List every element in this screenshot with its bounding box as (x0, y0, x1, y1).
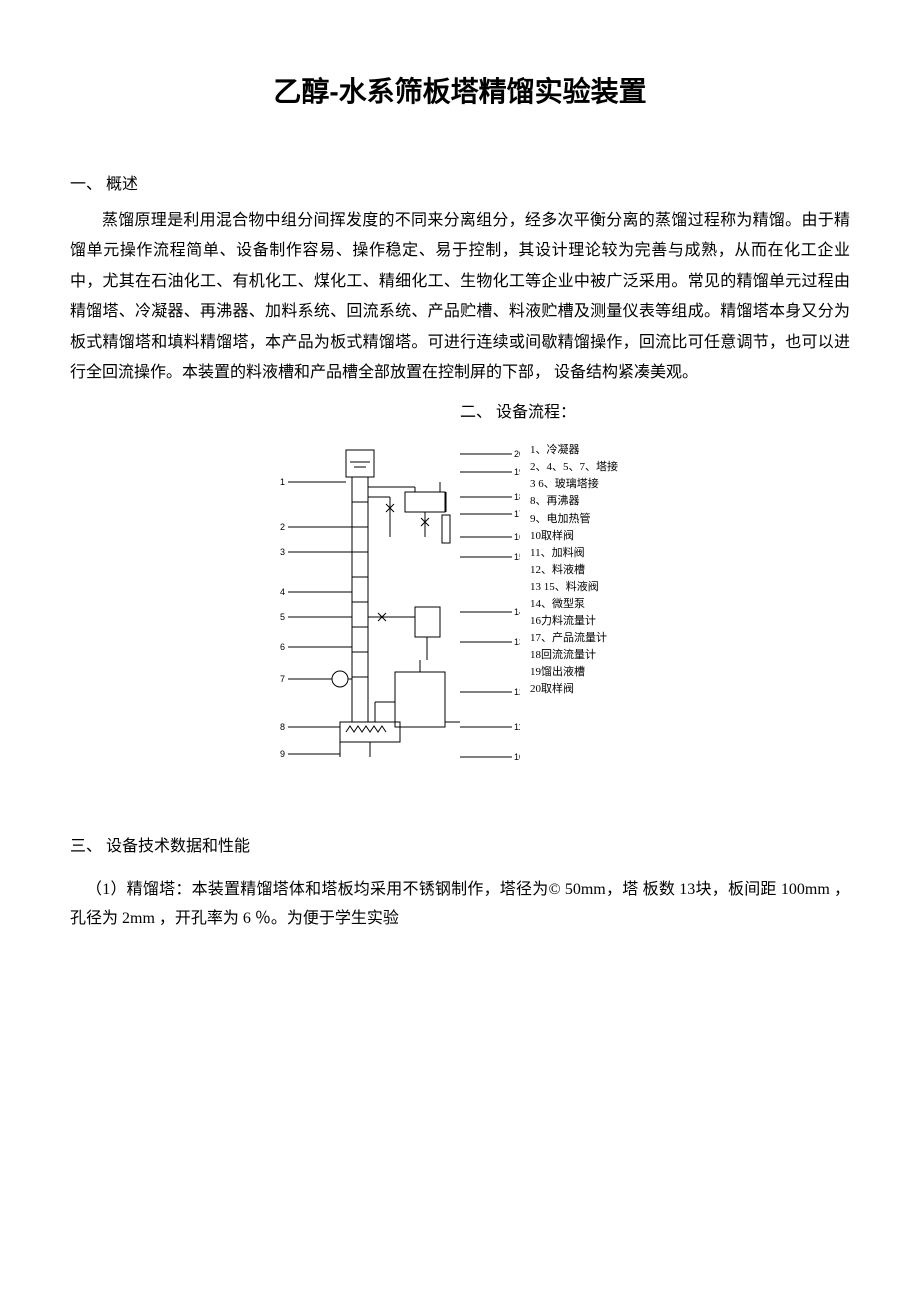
diagram-label-8: 8 (280, 722, 285, 732)
section3-header: 三、 设备技术数据和性能 (70, 832, 850, 856)
legend-item: 1、冷凝器 (530, 442, 618, 459)
legend-item: 12、料液槽 (530, 562, 618, 579)
legend-item: 19馏出液槽 (530, 664, 618, 681)
section1-header: 一、 概述 (70, 170, 850, 194)
diagram-label-5: 5 (280, 612, 285, 622)
diagram-legend: 1、冷凝器 2、4、5、7、塔接 3 6、玻璃塔接 8、再沸器 9、电加热管 1… (530, 442, 618, 698)
diagram-label-11: 11 (514, 722, 520, 732)
legend-item: 8、再沸器 (530, 493, 618, 510)
legend-item: 9、电加热管 (530, 511, 618, 528)
section3-body: （1）精馏塔：本装置精馏塔体和塔板均采用不锈钢制作，塔径为© 50mm，塔 板数… (70, 876, 850, 934)
diagram-label-9: 9 (280, 749, 285, 759)
diagram-label-19: 19 (514, 467, 520, 477)
legend-item: 16力料流量计 (530, 613, 618, 630)
equipment-diagram: 1 2 3 4 5 6 7 8 9 20 19 18 17 16 15 14 1… (70, 442, 850, 772)
legend-item: 18回流流量计 (530, 647, 618, 664)
document-title: 乙醇-水系筛板塔精馏实验装置 (70, 70, 850, 110)
diagram-label-12: 12 (514, 687, 520, 697)
legend-item: 20取样阀 (530, 681, 618, 698)
diagram-label-2: 2 (280, 522, 285, 532)
diagram-label-17: 17 (514, 509, 520, 519)
diagram-label-18: 18 (514, 492, 520, 502)
diagram-label-6: 6 (280, 642, 285, 652)
diagram-label-4: 4 (280, 587, 285, 597)
legend-item: 3 6、玻璃塔接 (530, 476, 618, 493)
diagram-label-20: 20 (514, 449, 520, 459)
diagram-label-7: 7 (280, 674, 285, 684)
legend-item: 10取样阀 (530, 528, 618, 545)
diagram-label-15: 15 (514, 552, 520, 562)
legend-item: 13 15、料液阀 (530, 579, 618, 596)
legend-item: 14、微型泵 (530, 596, 618, 613)
section1-body: 蒸馏原理是利用混合物中组分间挥发度的不同来分离组分，经多次平衡分离的蒸馏过程称为… (70, 206, 850, 388)
section2-header: 二、 设备流程： (460, 398, 850, 422)
diagram-label-14: 14 (514, 607, 520, 617)
legend-item: 17、产品流量计 (530, 630, 618, 647)
flowchart-svg: 1 2 3 4 5 6 7 8 9 20 19 18 17 16 15 14 1… (280, 442, 520, 772)
diagram-label-13: 13 (514, 637, 520, 647)
diagram-label-3: 3 (280, 547, 285, 557)
diagram-label-16: 16 (514, 532, 520, 542)
diagram-label-10: 10 (514, 752, 520, 762)
legend-item: 11、加料阀 (530, 545, 618, 562)
diagram-label-1: 1 (280, 477, 285, 487)
legend-item: 2、4、5、7、塔接 (530, 459, 618, 476)
